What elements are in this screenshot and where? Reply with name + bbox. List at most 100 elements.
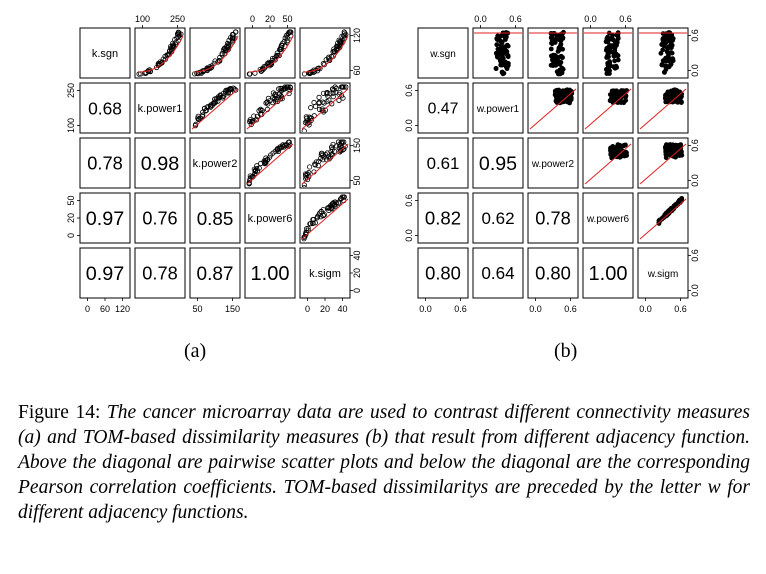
matrix-cell xyxy=(582,192,634,244)
matrix-cell xyxy=(472,192,524,244)
tick-label: 0.6 xyxy=(404,194,414,207)
scatter-point xyxy=(258,68,265,74)
scatter-point xyxy=(554,87,560,93)
scatter-panel xyxy=(301,29,349,77)
fit-line xyxy=(138,35,184,73)
scatter-panel xyxy=(192,29,239,77)
tick-label: 0 xyxy=(352,288,362,293)
scatter-point xyxy=(663,40,668,46)
scatter-point xyxy=(303,226,310,232)
scatter-point xyxy=(668,62,674,67)
scatter-point xyxy=(659,216,665,222)
matrix-cell xyxy=(527,192,579,244)
scatter-point xyxy=(312,162,318,168)
variable-label: w.power2 xyxy=(531,159,575,170)
scatter-point xyxy=(220,46,227,53)
scatter-point xyxy=(301,182,307,187)
tick-label: 0 xyxy=(85,304,90,314)
scatter-point xyxy=(612,94,618,100)
scatter-point xyxy=(624,150,629,156)
tick-label: 20 xyxy=(320,304,330,314)
matrix-cell xyxy=(189,192,241,244)
figure-scatter-matrices: k.sgn k.power1 k.power2 k.power6 k.sigm 0.68 0… xyxy=(66,14,700,314)
scatter-point xyxy=(621,143,627,149)
scatter-point xyxy=(226,37,232,43)
matrix-cell xyxy=(472,137,524,189)
scatter-point xyxy=(174,31,181,37)
scatter-point xyxy=(169,47,175,53)
scatter-point xyxy=(319,107,325,114)
scatter-point xyxy=(224,40,231,47)
scatter-point xyxy=(336,37,342,43)
subcaption-a: (a) xyxy=(184,340,207,362)
scatter-point xyxy=(202,108,209,114)
scatter-panel xyxy=(191,85,239,130)
scatter-point xyxy=(333,89,339,95)
scatter-point xyxy=(314,215,320,221)
tick-label: 20 xyxy=(265,14,275,24)
matrix-cell xyxy=(472,82,524,134)
matrix-b: w.sgn w.power1 w.power2 w.power6 w.sigm 0.47 0… xyxy=(404,14,700,314)
matrix-cell xyxy=(134,247,186,299)
scatter-point xyxy=(272,91,278,97)
tick-label: 0.6 xyxy=(674,304,687,314)
tick-label: 0.0 xyxy=(404,119,414,132)
scatter-point xyxy=(610,147,616,153)
scatter-point xyxy=(268,152,274,158)
matrix-cell xyxy=(79,82,131,134)
matrix-cell xyxy=(527,247,579,299)
matrix-cell xyxy=(79,137,131,189)
scatter-point xyxy=(671,88,677,94)
scatter-point xyxy=(286,90,292,97)
scatter-point xyxy=(500,60,506,66)
scatter-point xyxy=(552,39,558,45)
scatter-point xyxy=(305,118,311,124)
scatter-panel xyxy=(136,29,184,77)
scatter-panel xyxy=(639,142,687,185)
scatter-point xyxy=(278,42,285,48)
correlation-value: 0.97 xyxy=(86,208,125,230)
caption-text: The cancer microarray data are used to c… xyxy=(18,402,750,523)
correlation-value: 0.68 xyxy=(88,98,122,118)
scatter-point xyxy=(325,205,331,211)
scatter-point xyxy=(333,200,340,206)
matrix-cell xyxy=(134,82,186,134)
scatter-point xyxy=(615,33,621,39)
scatter-point xyxy=(659,62,665,68)
scatter-point xyxy=(606,60,612,66)
scatter-point xyxy=(172,37,178,43)
scatter-point xyxy=(504,52,510,58)
scatter-point xyxy=(498,38,504,44)
scatter-point xyxy=(330,90,336,96)
scatter-point xyxy=(310,220,316,226)
scatter-point xyxy=(178,31,184,37)
scatter-point xyxy=(330,200,337,206)
scatter-point xyxy=(274,146,280,153)
scatter-point xyxy=(287,85,293,91)
tick-label: 0.6 xyxy=(690,139,700,152)
scatter-panel xyxy=(639,195,687,240)
fit-line xyxy=(301,88,349,130)
scatter-point xyxy=(278,93,284,99)
scatter-point xyxy=(285,84,291,90)
scatter-point xyxy=(664,45,670,51)
tick-label: 250 xyxy=(170,14,185,24)
scatter-point xyxy=(306,170,312,176)
scatter-point xyxy=(494,42,500,48)
tick-label: 0 xyxy=(66,233,76,238)
fit-line xyxy=(639,88,687,130)
scatter-point xyxy=(301,185,307,187)
scatter-point xyxy=(252,70,258,76)
scatter-point xyxy=(656,221,662,226)
scatter-point xyxy=(251,113,257,119)
scatter-point xyxy=(320,90,327,96)
scatter-point xyxy=(328,205,334,211)
scatter-point xyxy=(248,121,254,128)
scatter-point xyxy=(268,62,274,68)
scatter-point xyxy=(620,99,626,105)
matrix-cell xyxy=(637,247,689,299)
scatter-point xyxy=(669,42,675,48)
scatter-point xyxy=(265,95,272,101)
tick-label: 120 xyxy=(115,304,130,314)
scatter-panel xyxy=(639,87,687,130)
